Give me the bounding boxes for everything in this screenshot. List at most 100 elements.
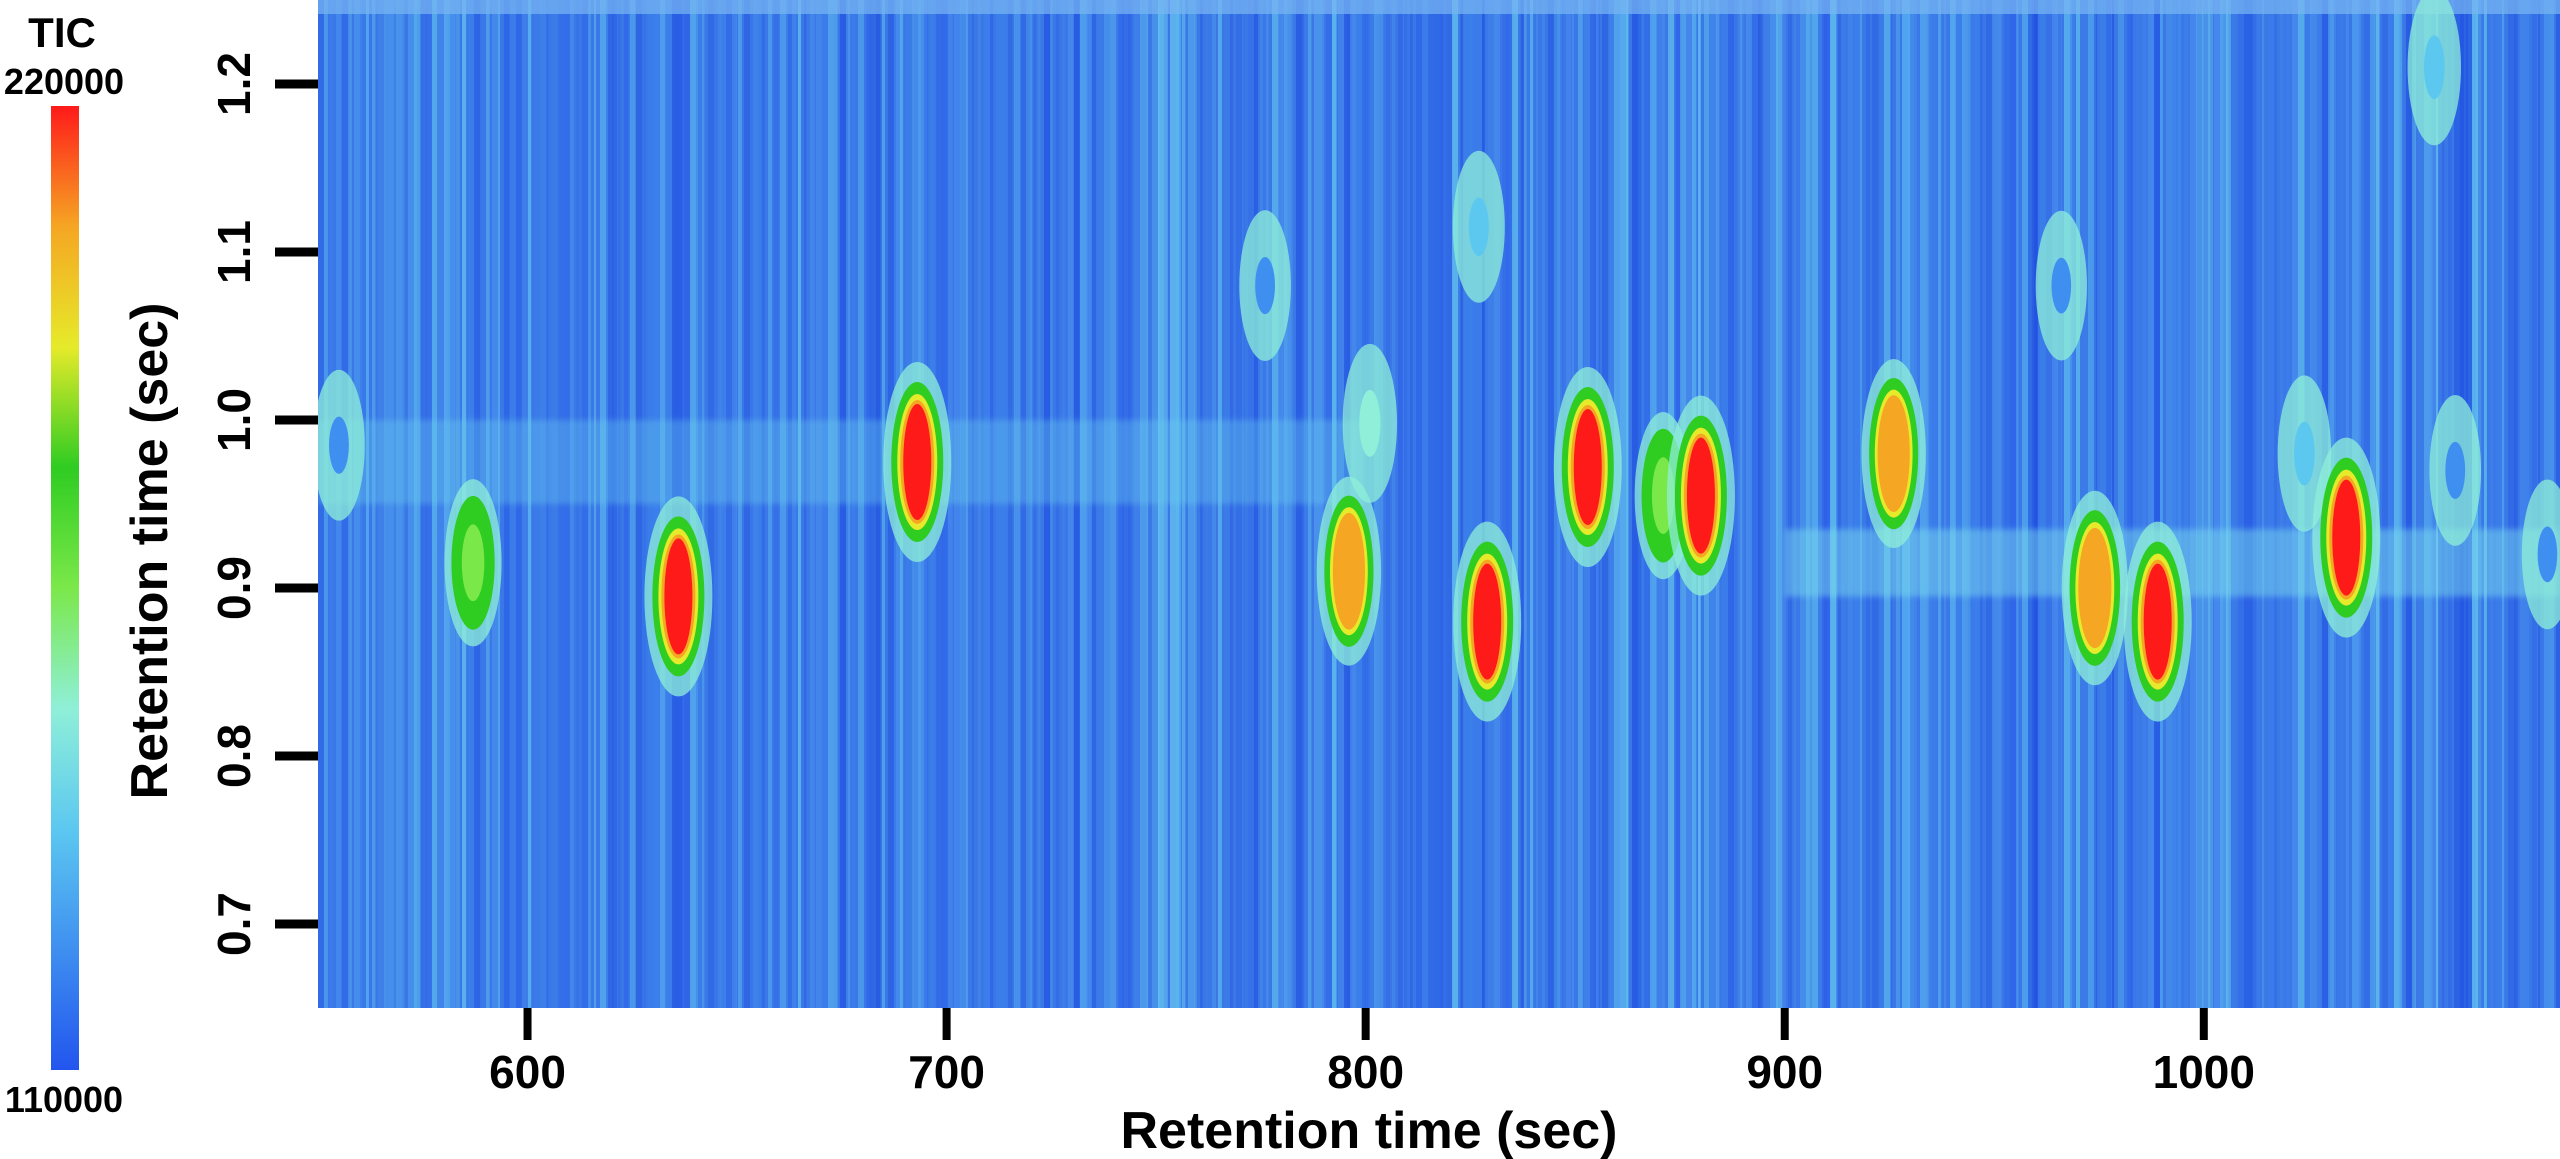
heatmap-stripe [1980, 0, 1983, 1008]
heatmap-stripe [1740, 0, 1743, 1008]
heatmap-stripe [1842, 0, 1845, 1008]
y-axis: 0.7 0.8 0.9 1.0 1.1 1.2 [208, 52, 318, 956]
heatmap-stripe [2178, 0, 2182, 1008]
heatmap-stripe [1368, 0, 1377, 1008]
heatmap-stripe [2406, 0, 2415, 1008]
heatmap-stripe [1854, 0, 1861, 1008]
y-tick-label: 0.9 [208, 556, 260, 620]
heatmap-peak [2061, 490, 2128, 686]
heatmap-peak [1342, 343, 1398, 503]
heatmap-peak [2407, 0, 2461, 146]
heatmap-stripe [1470, 0, 1476, 1008]
heatmap-stripe [2160, 0, 2163, 1008]
heatmap-stripe [2412, 0, 2416, 1008]
y-tick-label: 0.8 [208, 724, 260, 788]
peak-core [2423, 35, 2445, 100]
heatmap-stripe [1926, 0, 1932, 1008]
heatmap-stripe [1392, 0, 1396, 1008]
heatmap-stripe [2148, 0, 2156, 1008]
heatmap-stripe [1782, 0, 1786, 1008]
peak-core [1473, 563, 1502, 680]
heatmap-stripe [1752, 0, 1761, 1008]
heatmap-stripe [1386, 0, 1390, 1008]
heatmap-stripe [2490, 0, 2493, 1008]
heatmap-stripe [2244, 0, 2253, 1008]
heatmap-peak [2123, 521, 2192, 722]
peak-core [1686, 437, 1715, 554]
heatmap-stripe [1500, 0, 1510, 1008]
heatmap-peaks [318, 0, 2560, 722]
heatmap-stripe [2058, 0, 2061, 1008]
colorbar-min-label: 110000 [5, 1079, 123, 1120]
heatmap-stripe [1776, 0, 1783, 1008]
heatmap-stripe [1794, 0, 1797, 1008]
y-tick-label: 1.0 [208, 388, 260, 452]
heatmap-stripe [1938, 0, 1942, 1008]
heatmap-stripe [2382, 0, 2388, 1008]
peak-core [1335, 519, 1362, 623]
x-tick-label: 700 [908, 1046, 985, 1098]
colorbar: TIC 220000 110000 [4, 9, 124, 1120]
heatmap-stripe [2004, 0, 2011, 1008]
heatmap-stripe [2136, 0, 2140, 1008]
heatmap-stripe [1998, 0, 2001, 1008]
heatmap-stripe [1944, 0, 1947, 1008]
heatmap-peak [1316, 476, 1382, 666]
heatmap-stripe [1512, 0, 1521, 1008]
heatmap-stripe [1818, 0, 1828, 1008]
heatmap-stripe [1836, 0, 1841, 1008]
heatmap-stripe [1626, 0, 1629, 1008]
heatmap-stripe [1374, 0, 1380, 1008]
x-axis-title: Retention time (sec) [1121, 1102, 1618, 1159]
heatmap-stripe [1956, 0, 1966, 1008]
heatmap-stripe [2130, 0, 2133, 1008]
heatmap-peak [2312, 437, 2381, 638]
heatmap-peak [1861, 359, 1926, 549]
heatmap-stripe [2388, 0, 2397, 1008]
heatmap-stripe [2190, 0, 2198, 1008]
heatmap-stripe [2124, 0, 2130, 1008]
colorbar-max-label: 220000 [4, 61, 124, 102]
heatmap-stripe [2256, 0, 2260, 1008]
x-tick-label: 900 [1746, 1046, 1823, 1098]
heatmap-stripe [2400, 0, 2403, 1008]
heatmap-stripe [2070, 0, 2075, 1008]
heatmap-peak [318, 369, 365, 521]
heatmap-stripe [1734, 0, 1744, 1008]
heatmap-stripe [1452, 0, 1461, 1008]
heatmap-stripe [2076, 0, 2081, 1008]
x-tick-label: 1000 [2153, 1046, 2255, 1098]
heatmap-peak [644, 496, 713, 697]
heatmap-stripe [2508, 0, 2517, 1008]
heatmap-stripe [2214, 0, 2224, 1008]
heatmap-peak [1453, 521, 1522, 722]
peak-core [2081, 533, 2109, 643]
heatmap-stripe [1764, 0, 1770, 1008]
heatmap-stripe [2142, 0, 2147, 1008]
peak-core [1880, 402, 1907, 506]
heatmap-stripe [1434, 0, 1444, 1008]
heatmap-stripe [2154, 0, 2163, 1008]
peak-core [461, 524, 485, 602]
x-axis: 600 700 800 900 1000 [489, 1008, 2255, 1098]
heatmap-stripe [1950, 0, 1956, 1008]
peak-core [2294, 421, 2315, 486]
heatmap-stripe [2478, 0, 2482, 1008]
heatmap-stripe [1464, 0, 1473, 1008]
heatmap-peak [2429, 394, 2482, 546]
heatmap-stripe [1422, 0, 1431, 1008]
heatmap-stripe [1848, 0, 1853, 1008]
heatmap-stripe [2424, 0, 2433, 1008]
peak-core [1468, 197, 1489, 256]
y-axis-title: Retention time (sec) [121, 303, 179, 800]
heatmap-stripe [1488, 0, 1498, 1008]
heatmap-stripe [1548, 0, 1558, 1008]
heatmap-stripe [2220, 0, 2229, 1008]
heatmap-stripe [2172, 0, 2181, 1008]
heatmap-stripe [1518, 0, 1524, 1008]
heatmap-stripe [2034, 0, 2039, 1008]
peak-core [1255, 257, 1275, 315]
heatmap-stripe [2250, 0, 2257, 1008]
heatmap-stripe [1968, 0, 1975, 1008]
heatmap-stripe [1494, 0, 1503, 1008]
